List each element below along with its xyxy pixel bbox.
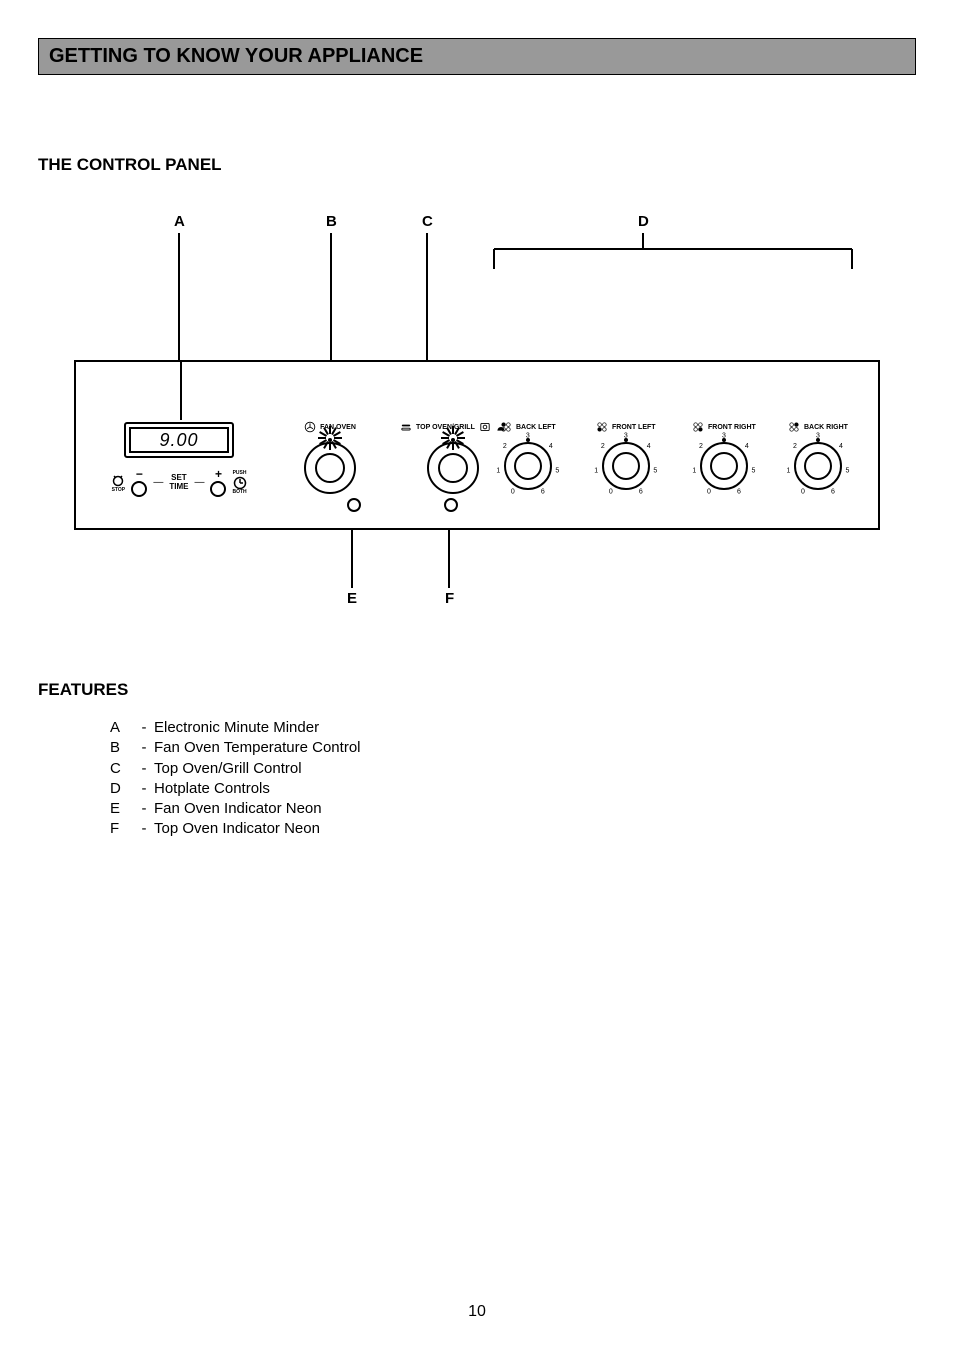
feature-desc: Electronic Minute Minder — [154, 718, 319, 738]
knob-label: FRONT RIGHT — [708, 424, 756, 431]
callout-label-e: E — [347, 590, 357, 607]
feature-dash: - — [134, 759, 154, 779]
callout-label-f: F — [445, 590, 454, 607]
knob-dial[interactable]: 0123456 — [602, 442, 650, 490]
feature-dash: - — [134, 819, 154, 839]
feature-item: D-Hotplate Controls — [110, 779, 916, 799]
features-heading: FEATURES — [38, 680, 916, 700]
knob-dial[interactable] — [304, 442, 356, 494]
knob-label: BACK RIGHT — [804, 424, 848, 431]
alarm-icon — [111, 473, 125, 487]
callout-label-b: B — [326, 213, 337, 230]
feature-item: B-Fan Oven Temperature Control — [110, 738, 916, 758]
timer-plus-button[interactable] — [210, 481, 226, 497]
feature-dash: - — [134, 779, 154, 799]
front-left-control[interactable]: FRONT LEFT 0123456 — [596, 420, 656, 490]
feature-desc: Top Oven Indicator Neon — [154, 819, 320, 839]
back-right-control[interactable]: BACK RIGHT 0123456 — [788, 420, 848, 490]
top-oven-indicator-neon — [444, 498, 458, 512]
knob-label: FRONT LEFT — [612, 424, 656, 431]
feature-dash: - — [134, 718, 154, 738]
timer-dash1: — — [153, 477, 163, 488]
feature-letter: B — [110, 738, 134, 758]
top-oven-grill-control[interactable]: TOP OVEN/GRILL — [400, 420, 507, 494]
feature-dash: - — [134, 738, 154, 758]
feature-letter: C — [110, 759, 134, 779]
timer-controls: STOP − — SET TIME — + PUSH — [94, 468, 264, 497]
callout-lines-top — [74, 215, 880, 360]
knob-dial[interactable]: 0123456 — [700, 442, 748, 490]
knob-dial[interactable]: 0123456 — [794, 442, 842, 490]
control-panel-heading: THE CONTROL PANEL — [38, 155, 916, 175]
front-right-control[interactable]: FRONT RIGHT 0123456 — [692, 420, 756, 490]
both-label: BOTH — [232, 490, 246, 495]
callout-lines-bottom — [74, 530, 880, 610]
feature-desc: Fan Oven Indicator Neon — [154, 799, 322, 819]
feature-letter: D — [110, 779, 134, 799]
callout-label-c: C — [422, 213, 433, 230]
knob-label: BACK LEFT — [516, 424, 556, 431]
feature-item: C-Top Oven/Grill Control — [110, 759, 916, 779]
stop-label: STOP — [112, 488, 126, 493]
minus-icon: − — [136, 468, 143, 480]
control-panel-diagram: A B C D 9.00 STOP − — — [74, 215, 880, 610]
timer-display-frame: 9.00 — [124, 422, 234, 458]
feature-dash: - — [134, 799, 154, 819]
knob-dial[interactable] — [427, 442, 479, 494]
feature-desc: Top Oven/Grill Control — [154, 759, 302, 779]
page-number: 10 — [0, 1303, 954, 1321]
feature-desc: Fan Oven Temperature Control — [154, 738, 361, 758]
fan-oven-control[interactable]: FAN OVEN — [304, 420, 356, 494]
timer-minus-button[interactable] — [131, 481, 147, 497]
feature-item: A-Electronic Minute Minder — [110, 718, 916, 738]
fan-oven-indicator-neon — [347, 498, 361, 512]
electronic-minute-minder: 9.00 STOP − — SET TIME — + — [94, 422, 264, 497]
features-list: A-Electronic Minute MinderB-Fan Oven Tem… — [38, 718, 916, 840]
knob-dial[interactable]: 0123456 — [504, 442, 552, 490]
set-label: SET — [171, 474, 187, 482]
back-left-control[interactable]: BACK LEFT 0123456 — [500, 420, 556, 490]
time-label: TIME — [169, 483, 188, 491]
feature-letter: F — [110, 819, 134, 839]
callout-label-d: D — [638, 213, 649, 230]
section-header: GETTING TO KNOW YOUR APPLIANCE — [38, 38, 916, 75]
plus-icon: + — [215, 468, 222, 480]
feature-letter: A — [110, 718, 134, 738]
timer-dash2: — — [194, 477, 204, 488]
feature-desc: Hotplate Controls — [154, 779, 270, 799]
feature-item: E-Fan Oven Indicator Neon — [110, 799, 916, 819]
callout-label-a: A — [174, 213, 185, 230]
control-panel-box: 9.00 STOP − — SET TIME — + — [74, 360, 880, 530]
feature-item: F-Top Oven Indicator Neon — [110, 819, 916, 839]
feature-letter: E — [110, 799, 134, 819]
clock-icon — [233, 476, 247, 490]
timer-display: 9.00 — [129, 427, 229, 453]
